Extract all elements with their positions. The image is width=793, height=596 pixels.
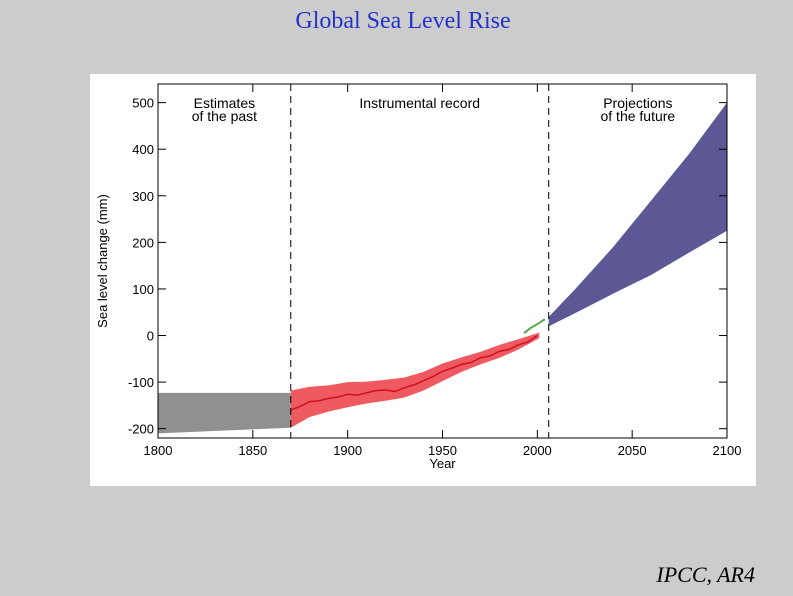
y-tick-label: 200 xyxy=(132,235,154,250)
y-tick-label: 400 xyxy=(132,142,154,157)
instrumental-line xyxy=(290,334,538,411)
era-label-1: Instrumental record xyxy=(359,95,480,111)
era-label-2: Projections of the future xyxy=(600,95,675,124)
y-tick-label: -100 xyxy=(128,375,154,390)
source-credit: IPCC, AR4 xyxy=(656,562,755,587)
data-bands xyxy=(158,102,727,434)
x-tick-label: 2100 xyxy=(713,443,742,458)
y-axis-label: Sea level change (mm) xyxy=(95,194,110,328)
x-axis-label: Year xyxy=(429,456,456,471)
era-label-0: Estimates of the past xyxy=(192,95,257,124)
y-tick-label: 0 xyxy=(147,329,154,344)
projection-band xyxy=(548,102,727,327)
x-axis-ticks: 1800 1850 1900 1950 2000 2050 2100 xyxy=(144,84,742,458)
x-tick-label: 2000 xyxy=(523,443,552,458)
x-tick-label: 1950 xyxy=(428,443,457,458)
y-axis-ticks: -200 -100 0 100 200 300 400 500 xyxy=(128,96,727,437)
data-lines xyxy=(290,318,546,411)
past-band xyxy=(158,392,291,434)
sea-level-chart: Estimates of the past Instrumental record P… xyxy=(95,83,742,471)
x-tick-label: 1900 xyxy=(333,443,362,458)
satellite-line xyxy=(523,318,546,334)
y-tick-label: 500 xyxy=(132,96,154,111)
era-dividers xyxy=(290,84,550,438)
x-tick-label: 1850 xyxy=(238,443,267,458)
x-tick-label: 1800 xyxy=(144,443,173,458)
x-tick-label: 2050 xyxy=(618,443,647,458)
y-tick-label: 100 xyxy=(132,282,154,297)
era-labels: Estimates of the past Instrumental record P… xyxy=(192,95,676,124)
y-tick-label: 300 xyxy=(132,189,154,204)
y-tick-label: -200 xyxy=(128,422,154,437)
slide-title: Global Sea Level Rise xyxy=(295,8,511,34)
instrumental-band xyxy=(290,332,540,428)
chart-figure: Estimates of the past Instrumental record P… xyxy=(90,74,756,486)
